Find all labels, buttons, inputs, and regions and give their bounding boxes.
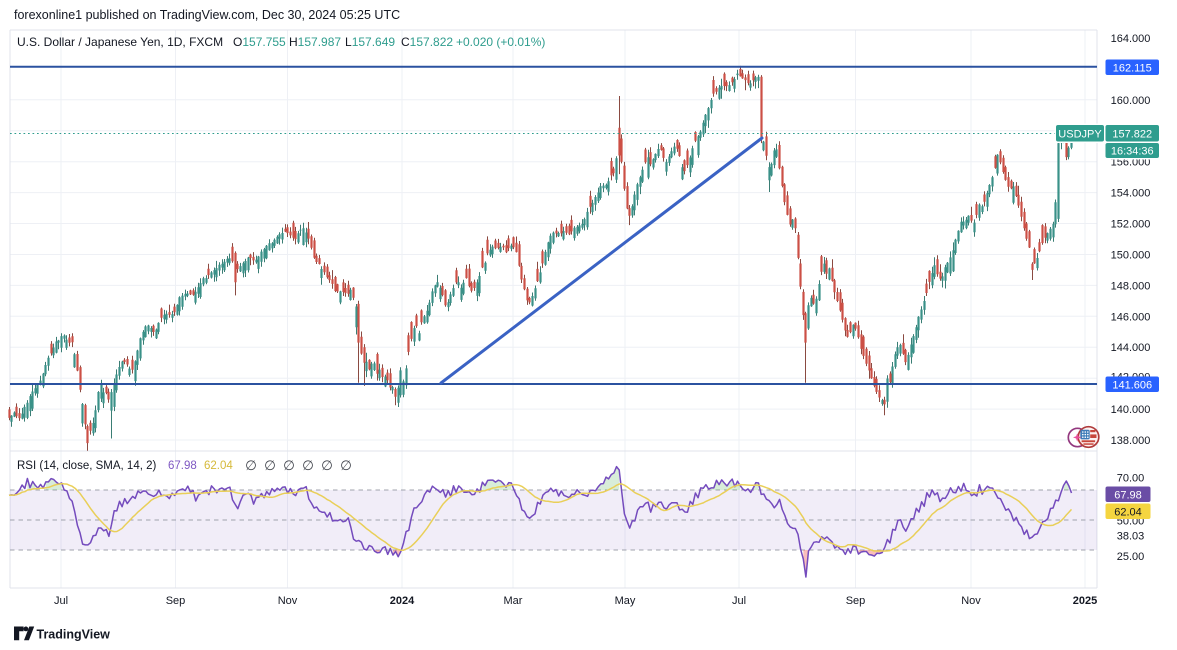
svg-text:Jul: Jul [732,595,746,607]
svg-text:16:34:36: 16:34:36 [1111,146,1154,158]
svg-text:Mar: Mar [504,595,523,607]
svg-text:+0.020 (+0.01%): +0.020 (+0.01%) [456,35,545,49]
svg-text:157.822: 157.822 [1112,128,1152,140]
svg-text:forexonline1 published on Trad: forexonline1 published on TradingView.co… [14,8,400,22]
svg-text:138.000: 138.000 [1111,435,1151,447]
svg-text:U.S. Dollar / Japanese Yen, 1D: U.S. Dollar / Japanese Yen, 1D, FXCM [17,35,223,49]
svg-text:Sep: Sep [846,595,866,607]
svg-text:146.000: 146.000 [1111,311,1151,323]
svg-text:USDJPY: USDJPY [1058,128,1102,140]
svg-text:∅: ∅ [302,458,314,473]
svg-text:160.000: 160.000 [1111,95,1151,107]
svg-text:∅: ∅ [245,458,257,473]
svg-text:RSI (14, close, SMA, 14, 2): RSI (14, close, SMA, 14, 2) [17,460,157,472]
svg-text:150.000: 150.000 [1111,249,1151,261]
svg-text:67.98: 67.98 [1114,489,1142,501]
svg-text:70.00: 70.00 [1117,473,1145,485]
svg-text:162.115: 162.115 [1113,62,1152,74]
svg-text:2025: 2025 [1073,595,1097,607]
svg-text:154.000: 154.000 [1111,188,1151,200]
svg-text:62.04: 62.04 [204,460,233,472]
svg-text:O157.755: O157.755 [233,35,286,49]
svg-text:2024: 2024 [390,595,415,607]
svg-text:C157.822: C157.822 [401,35,453,49]
svg-text:∅: ∅ [283,458,295,473]
svg-text:156.000: 156.000 [1111,157,1151,169]
svg-text:Sep: Sep [166,595,186,607]
svg-text:H157.987: H157.987 [289,35,341,49]
svg-text:∅: ∅ [321,458,333,473]
svg-text:38.03: 38.03 [1117,531,1145,543]
svg-text:25.00: 25.00 [1117,551,1145,563]
svg-text:164.000: 164.000 [1111,33,1151,45]
svg-text:141.606: 141.606 [1112,379,1152,391]
svg-text:Nov: Nov [278,595,298,607]
svg-text:TradingView: TradingView [37,628,111,642]
svg-text:152.000: 152.000 [1111,219,1151,231]
svg-text:L157.649: L157.649 [345,35,395,49]
svg-text:Nov: Nov [961,595,981,607]
svg-text:∅: ∅ [264,458,276,473]
svg-text:148.000: 148.000 [1111,280,1151,292]
svg-text:140.000: 140.000 [1111,404,1151,416]
svg-text:∅: ∅ [340,458,352,473]
svg-text:144.000: 144.000 [1111,342,1151,354]
svg-text:Jul: Jul [54,595,68,607]
svg-text:62.04: 62.04 [1114,506,1142,518]
svg-text:May: May [615,595,636,607]
svg-text:67.98: 67.98 [168,460,197,472]
